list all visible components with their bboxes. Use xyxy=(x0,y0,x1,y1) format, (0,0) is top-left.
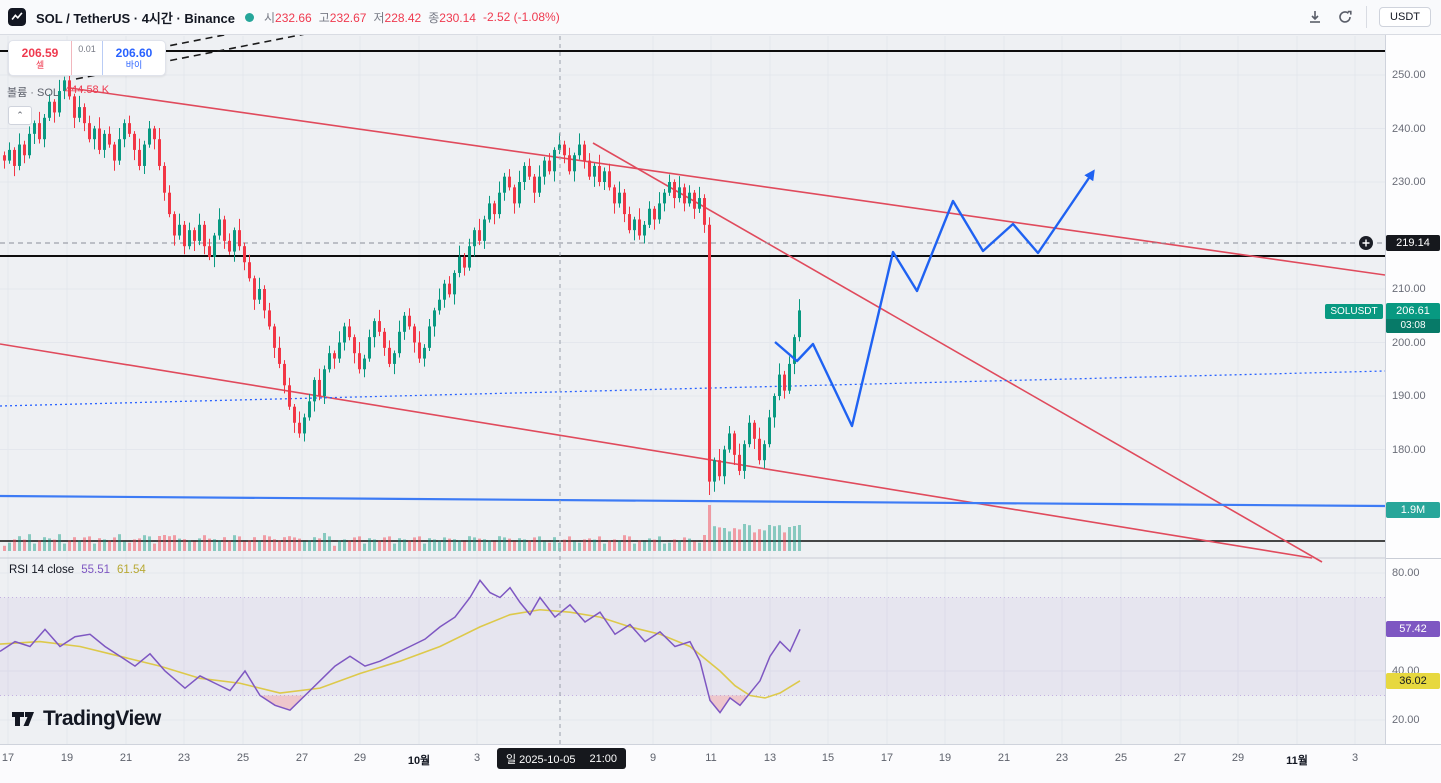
change-value: -2.52 (-1.08%) xyxy=(482,10,560,24)
time-tick: 21 xyxy=(119,752,133,764)
time-tick: 17 xyxy=(880,752,894,764)
symbol-title[interactable]: SOL / TetherUS · 4시간 · Binance xyxy=(36,10,235,26)
rsi-line xyxy=(0,579,801,714)
time-tick: 23 xyxy=(1055,752,1069,764)
rsi-oversold-fill xyxy=(260,695,305,711)
axis-tick: 20.00 xyxy=(1392,714,1420,726)
rsi-badge: 57.42 xyxy=(1386,621,1440,637)
buy-label: 바이 xyxy=(125,59,143,70)
symbol-tag: SOLUSDT xyxy=(1325,304,1383,319)
trade-widget: 206.59 셀 0.01 206.60 바이 xyxy=(8,40,166,76)
rsi-ma-value: 61.54 xyxy=(116,564,146,576)
time-tick: 17 xyxy=(1,752,15,764)
chevron-up-icon: ⌃ xyxy=(16,110,24,120)
rsi-value: 55.51 xyxy=(81,564,110,576)
time-tick: 25 xyxy=(1114,752,1128,764)
chart-canvas[interactable] xyxy=(0,0,1385,744)
axis-tick: 80.00 xyxy=(1392,567,1420,579)
descending-trendline-lower[interactable] xyxy=(0,343,1313,559)
spread-value: 0.01 xyxy=(78,44,96,54)
crosshair-date: 일 2025-10-05 xyxy=(506,753,576,766)
descending-trendline-steep[interactable] xyxy=(592,142,1323,563)
time-tick: 23 xyxy=(177,752,191,764)
market-status-dot xyxy=(244,12,254,22)
crosshair-date-badge: 일 2025-10-05 21:00 xyxy=(497,748,626,769)
time-tick: 9 xyxy=(649,752,657,764)
plus-circle-icon[interactable] xyxy=(1359,236,1373,250)
time-tick: 25 xyxy=(236,752,250,764)
time-tick: 10월 xyxy=(407,755,431,767)
rsi-title: RSI 14 close xyxy=(9,564,75,576)
refresh-icon[interactable] xyxy=(1336,8,1354,26)
sell-button[interactable]: 206.59 셀 xyxy=(9,41,72,75)
tradingview-logo-icon xyxy=(12,712,34,726)
rsi-ma-badge: 36.02 xyxy=(1386,673,1440,689)
bar-countdown: 03:08 xyxy=(1386,319,1440,333)
axis-tick: 250.00 xyxy=(1392,69,1426,81)
last-price-value: 206.61 xyxy=(1396,305,1430,317)
top-toolbar: SOL / TetherUS · 4시간 · Binance 시232.66 고… xyxy=(0,0,1441,35)
rsi-legend: RSI 14 close 55.51 61.54 xyxy=(9,564,146,576)
app-logo-icon[interactable] xyxy=(8,8,26,26)
time-tick: 27 xyxy=(1173,752,1187,764)
time-tick: 21 xyxy=(997,752,1011,764)
axis-tick: 190.00 xyxy=(1392,390,1426,402)
low-label: 저 xyxy=(373,10,385,25)
support-trendline-blue[interactable] xyxy=(0,494,1385,508)
buy-button[interactable]: 206.60 바이 xyxy=(102,41,165,75)
candle-series xyxy=(3,72,801,495)
time-axis[interactable]: 일 2025-10-05 21:00 17 19 21 23 25 27 29 10월 3 9 11… xyxy=(0,744,1441,783)
sell-price: 206.59 xyxy=(21,45,59,60)
time-tick: 19 xyxy=(938,752,952,764)
close-label: 종 xyxy=(428,10,440,25)
time-tick: 15 xyxy=(821,752,835,764)
axis-tick: 240.00 xyxy=(1392,122,1426,135)
close-value: 230.14 xyxy=(439,10,476,25)
time-tick: 29 xyxy=(353,752,367,764)
time-tick: 11월 xyxy=(1286,755,1308,767)
price-axis[interactable]: 250.00 240.00 230.00 210.00 200.00 190.00 180.… xyxy=(1385,35,1441,744)
axis-tick: 230.00 xyxy=(1392,176,1426,188)
time-tick: 29 xyxy=(1231,752,1245,764)
projection-arrow[interactable] xyxy=(774,169,1095,428)
time-tick: 11 xyxy=(705,752,717,764)
sell-label: 셀 xyxy=(35,59,45,70)
rsi-ma-line xyxy=(0,608,801,699)
dotted-blue-line[interactable] xyxy=(0,370,1385,407)
ohlc-readout: 시232.66 고232.67 저228.42 종230.14 -2.52 (-… xyxy=(264,9,560,26)
alert-price-badge: 219.14 xyxy=(1386,235,1440,251)
low-value: 228.42 xyxy=(384,10,422,25)
volume-label: 볼륨 · SOL xyxy=(7,87,60,99)
buy-price: 206.60 xyxy=(115,45,153,60)
axis-tick: 200.00 xyxy=(1392,336,1426,349)
collapse-legend-button[interactable]: ⌃ xyxy=(8,106,32,125)
time-tick: 3 xyxy=(1351,752,1359,764)
volume-legend: 볼륨 · SOL 444.58 K xyxy=(7,84,109,100)
download-icon[interactable] xyxy=(1306,8,1324,26)
time-tick: 3 xyxy=(473,752,481,764)
time-tick: 19 xyxy=(60,752,74,764)
open-value: 232.66 xyxy=(275,10,312,25)
pane-separator xyxy=(1386,558,1441,559)
volume-value: 444.58 K xyxy=(65,84,110,96)
toolbar-divider xyxy=(1366,6,1368,28)
time-tick: 27 xyxy=(295,752,309,764)
tradingview-logo-text: TradingView xyxy=(43,707,161,730)
volume-ma-badge: 1.9M xyxy=(1386,502,1440,518)
axis-tick: 180.00 xyxy=(1392,443,1426,456)
descending-trendline-upper[interactable] xyxy=(69,87,1385,276)
volume-series xyxy=(3,505,801,551)
axis-tick: 210.00 xyxy=(1392,283,1426,295)
rsi-oversold-fill xyxy=(708,695,748,713)
time-tick: 13 xyxy=(763,752,777,764)
crosshair-time: 21:00 xyxy=(589,752,617,765)
high-label: 고 xyxy=(318,10,330,25)
tradingview-watermark: TradingView xyxy=(10,706,161,732)
last-price-badge: 206.61 03:08 xyxy=(1386,303,1440,333)
currency-toggle-button[interactable]: USDT xyxy=(1379,7,1431,27)
open-label: 시 xyxy=(263,10,276,25)
high-value: 232.67 xyxy=(329,10,367,25)
